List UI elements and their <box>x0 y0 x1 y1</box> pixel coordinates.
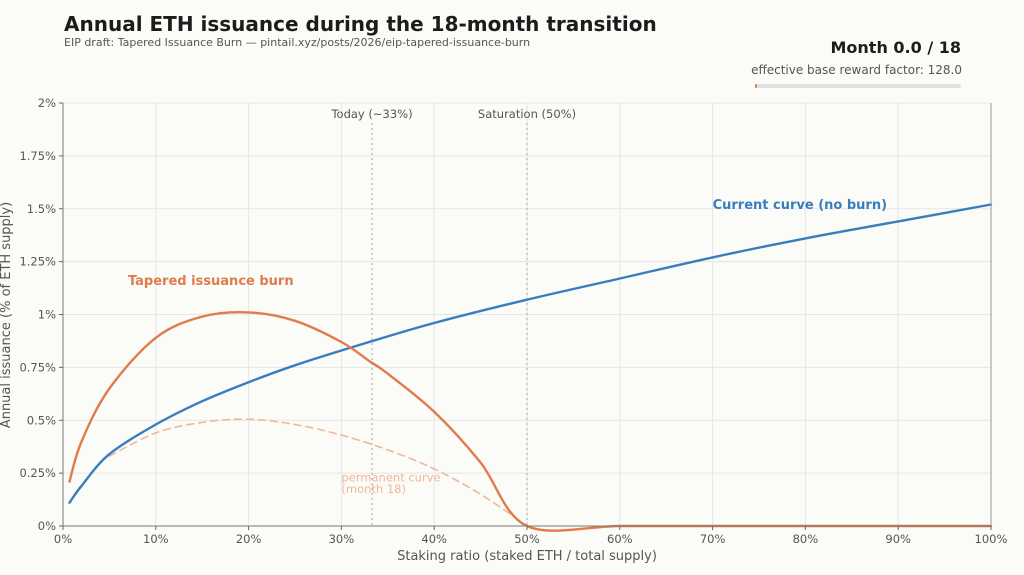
x-tick-label: 0% <box>54 532 72 546</box>
y-tick-label: 0.5% <box>27 413 56 427</box>
series-label: permanent curve <box>341 471 440 485</box>
transition-progress-bar <box>755 84 961 88</box>
x-tick-label: 80% <box>793 532 819 546</box>
chart-subtitle: EIP draft: Tapered Issuance Burn — pinta… <box>64 36 531 49</box>
x-tick-label: 90% <box>885 532 911 546</box>
y-axis-label: Annual issuance (% of ETH supply) <box>0 202 14 428</box>
y-tick-label: 0% <box>38 519 56 533</box>
reward-factor-label: effective base reward factor: 128.0 <box>751 63 962 77</box>
axis-layer: 0% 10% 20% 30% 40% 50% 60% 70% 80% 90% 100% 0% 0.25%… <box>19 96 1007 546</box>
reference-line-label: Saturation (50%) <box>478 107 576 121</box>
series-label: (month 18) <box>341 482 406 496</box>
y-tick-label: 1% <box>38 308 56 322</box>
month-readout: Month 0.0 / 18 <box>830 38 961 57</box>
x-tick-label: 100% <box>975 532 1008 546</box>
x-tick-label: 40% <box>421 532 447 546</box>
x-tick-label: 60% <box>607 532 633 546</box>
reference-line-label: Today (~33%) <box>330 107 412 121</box>
y-tick-label: 0.25% <box>19 466 56 480</box>
y-tick-label: 0.75% <box>19 360 56 374</box>
y-tick-label: 1.25% <box>19 255 56 269</box>
x-tick-label: 20% <box>236 532 262 546</box>
x-tick-label: 70% <box>700 532 726 546</box>
chart-title: Annual ETH issuance during the 18-month … <box>64 12 657 36</box>
x-axis-label: Staking ratio (staked ETH / total supply… <box>397 549 657 564</box>
x-tick-label: 50% <box>514 532 540 546</box>
transition-progress-fill <box>755 84 757 88</box>
current-curve-line <box>68 203 993 504</box>
x-tick-label: 10% <box>143 532 169 546</box>
label-layer: Today (~33%) Saturation (50%) Current curv… <box>128 107 887 496</box>
series-label: Current curve (no burn) <box>713 198 887 213</box>
y-tick-label: 1.5% <box>27 202 56 216</box>
reference-lines <box>371 123 528 526</box>
tapered-burn-line <box>68 310 993 532</box>
y-tick-label: 2% <box>38 96 56 110</box>
permanent-curve-line <box>108 418 528 527</box>
y-tick-label: 1.75% <box>19 149 56 163</box>
series-label: Tapered issuance burn <box>128 274 294 289</box>
x-tick-label: 30% <box>329 532 355 546</box>
